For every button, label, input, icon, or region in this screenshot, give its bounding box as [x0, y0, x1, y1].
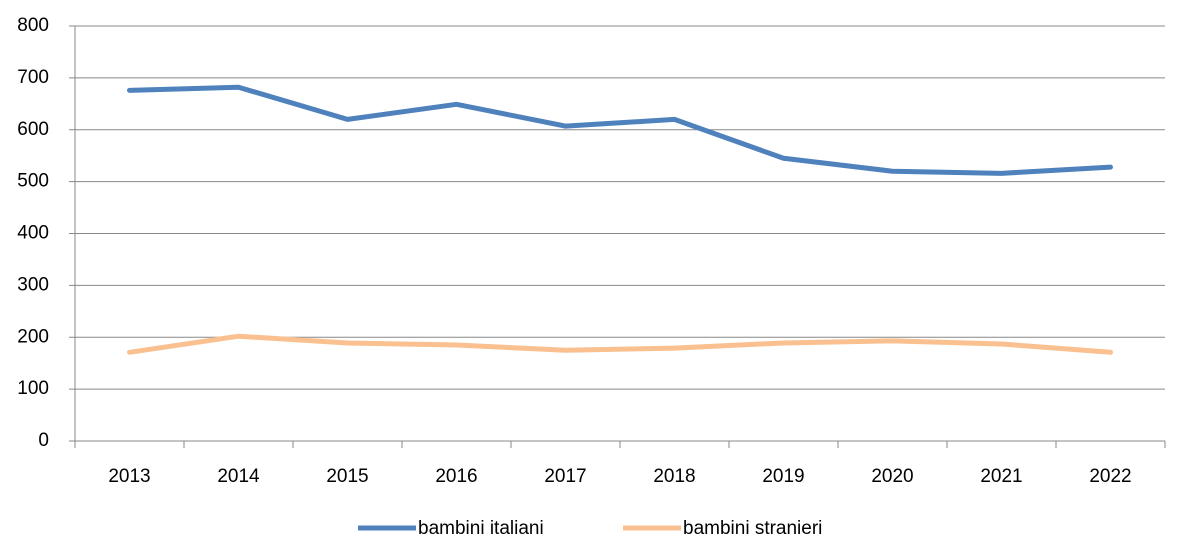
y-tick-label: 400	[17, 223, 49, 244]
series-line	[127, 84, 1113, 176]
series-line	[127, 333, 1113, 355]
x-tick-label: 2021	[980, 466, 1022, 487]
x-tick-label: 2016	[435, 466, 477, 487]
x-tick-label: 2015	[326, 466, 368, 487]
legend-label: bambini stranieri	[683, 518, 822, 539]
legend-label: bambini italiani	[418, 518, 544, 539]
y-tick-label: 300	[17, 274, 49, 295]
x-tick-label: 2018	[653, 466, 695, 487]
x-tick-label: 2022	[1089, 466, 1131, 487]
y-tick-label: 600	[17, 119, 49, 140]
x-tick-label: 2017	[544, 466, 586, 487]
y-tick-label: 0	[38, 430, 49, 451]
x-tick-label: 2014	[217, 466, 260, 487]
x-tick-label: 2013	[108, 466, 150, 487]
x-tick-label: 2019	[762, 466, 804, 487]
y-tick-label: 100	[17, 378, 49, 399]
x-tick-label: 2020	[871, 466, 913, 487]
y-tick-label: 500	[17, 171, 49, 192]
y-tick-label: 200	[17, 326, 49, 347]
y-tick-label: 700	[17, 67, 49, 88]
y-tick-label: 800	[17, 15, 49, 36]
